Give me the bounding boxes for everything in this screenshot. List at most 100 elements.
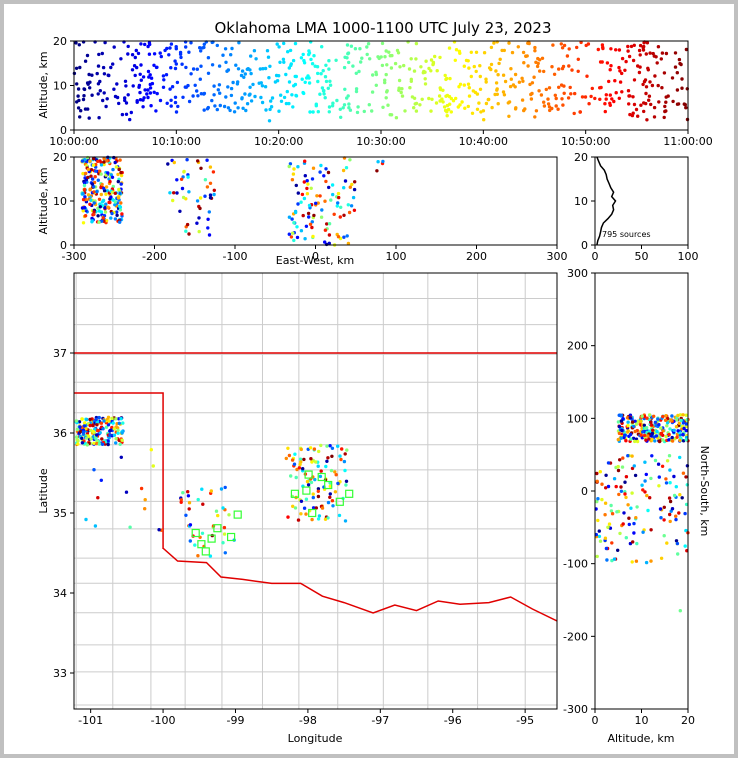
source-point [90,220,94,224]
source-point [80,441,85,445]
source-point [201,502,205,506]
source-point [603,536,608,540]
source-point [612,99,616,104]
source-point [606,484,611,489]
source-point [663,104,667,109]
altitude-northsouth-marks [594,413,690,613]
source-point [287,453,292,458]
source-point [302,180,306,184]
source-point [328,79,332,84]
source-point [643,490,647,494]
source-point [368,57,372,61]
source-point [453,58,457,62]
source-point [139,486,144,491]
source-point [295,467,299,472]
source-point [133,73,137,78]
source-point [184,65,188,70]
source-point [169,98,173,103]
lma-station-marker [227,532,236,542]
source-point [650,437,654,441]
source-point [328,444,332,448]
source-point [226,106,231,110]
source-point [309,57,313,62]
longitude-axis-tick-label: -98 [299,714,317,727]
source-point [672,428,676,432]
source-point [106,423,111,427]
source-point [684,413,688,417]
source-point [112,427,117,431]
source-point [662,505,666,509]
source-point [631,540,635,544]
source-point [604,473,608,477]
source-point [209,489,213,493]
source-point [323,96,327,100]
source-point [595,499,599,504]
source-point [76,87,81,91]
source-point [118,442,122,446]
source-point [347,106,351,110]
source-point [402,63,406,68]
source-point [381,159,385,164]
source-point [185,158,189,162]
source-point [487,66,492,70]
source-point [210,98,214,103]
source-point [208,165,213,169]
eastwest-axis-tick-label: 300 [547,250,568,263]
source-point [623,492,627,496]
source-point [187,99,192,104]
source-point [604,93,608,97]
source-point [107,200,111,205]
source-point [166,162,170,166]
northsouth-axis-tick-label: 100 [567,412,588,425]
source-point [671,99,675,104]
northsouth-axis-tick-label: -100 [563,558,588,571]
source-point [130,53,135,57]
source-point [678,609,682,613]
source-point [319,163,323,168]
source-point [248,85,252,90]
source-point [335,98,339,103]
source-point [674,425,679,429]
lma-station-marker [317,472,326,482]
source-point [643,78,648,82]
source-point [630,466,635,471]
source-point [612,557,617,561]
source-point [97,197,102,201]
source-point [198,196,203,200]
source-point [99,478,104,482]
source-point [438,87,443,92]
source-point [83,107,88,111]
source-point [449,110,453,114]
source-point [664,100,668,104]
source-point [339,457,343,462]
source-point [424,59,428,63]
source-point [354,71,358,76]
source-point [472,64,476,69]
source-point [673,65,678,69]
source-point [629,44,634,49]
source-point [627,516,631,520]
source-point [522,108,526,113]
source-point [101,98,105,103]
source-point [470,111,475,116]
source-point [337,195,341,200]
source-point [681,439,686,443]
source-point [93,524,98,528]
source-point [152,90,156,95]
source-point [526,64,530,68]
source-point [104,218,109,223]
source-point [478,87,483,92]
eastwest-axis-tick-label: 0 [312,250,319,263]
source-point [324,464,328,469]
source-point [430,97,434,102]
source-point [170,158,174,163]
source-point [662,71,667,75]
source-point [310,225,314,230]
source-point [533,45,537,50]
source-point [536,56,540,61]
source-point [289,474,293,478]
source-point [423,82,428,86]
source-point [216,513,220,518]
source-point [81,171,85,176]
eastwest-axis-tick-label: -100 [223,250,248,263]
